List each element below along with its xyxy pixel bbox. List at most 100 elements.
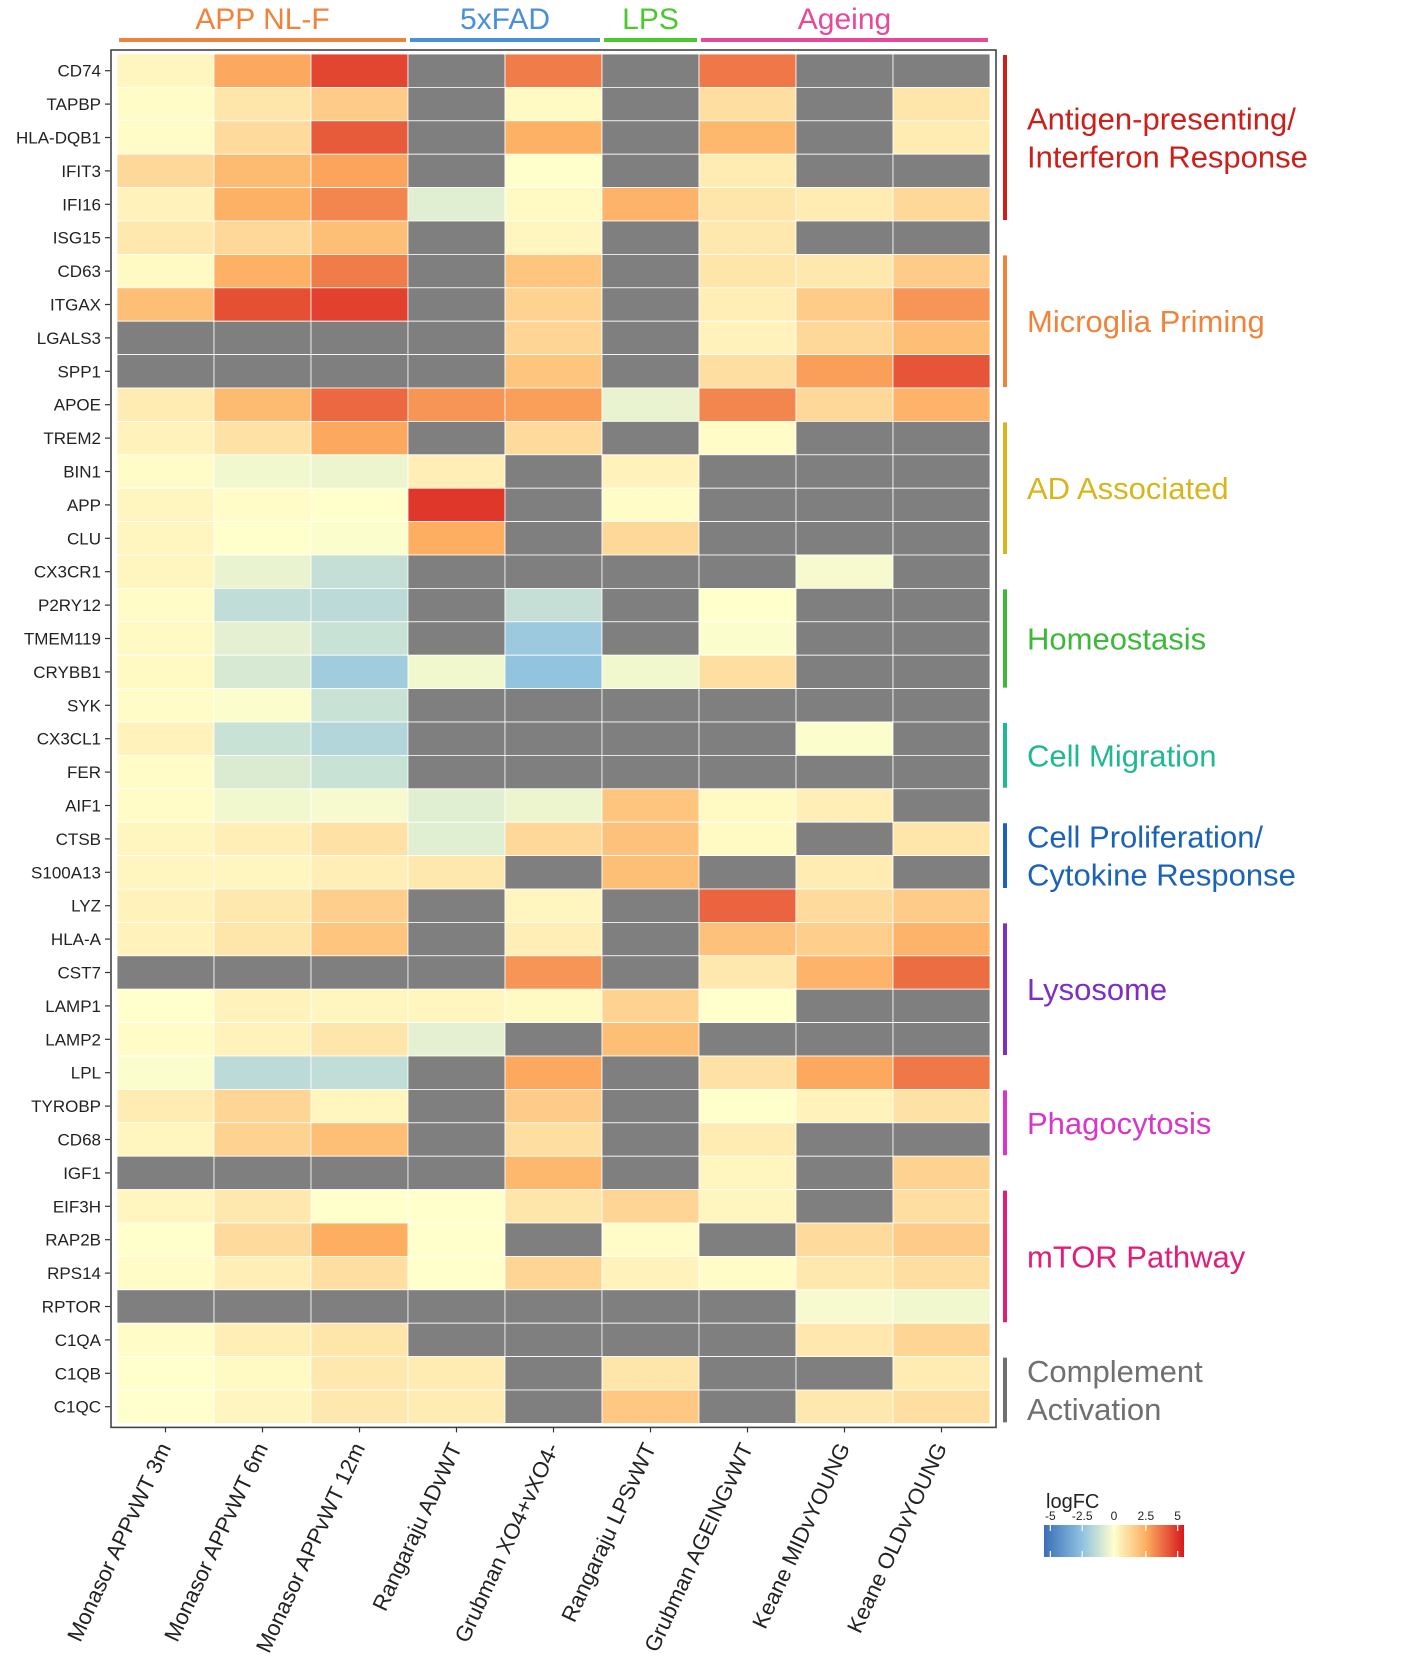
cell-lpl-col1 bbox=[116, 1055, 215, 1090]
cell-lamp1-col7 bbox=[698, 988, 797, 1024]
cell-hla-dqb1-col7 bbox=[698, 120, 797, 155]
legend-tick-label: 5 bbox=[1174, 1509, 1181, 1523]
cell-igf1-col8 bbox=[795, 1155, 894, 1190]
cell-tapbp-col7 bbox=[698, 87, 797, 122]
cell-tapbp-col1 bbox=[116, 87, 215, 122]
cell-lamp1-col4 bbox=[407, 988, 506, 1024]
cell-lpl-col7 bbox=[698, 1055, 797, 1090]
row-label-c1qc: C1QC bbox=[54, 1398, 101, 1417]
cell-trem2-col4 bbox=[407, 420, 506, 456]
row-label-app: APP bbox=[67, 496, 101, 515]
cell-s100a13-col8 bbox=[795, 855, 894, 890]
cell-s100a13-col6 bbox=[601, 855, 700, 890]
cell-hla-a-col3 bbox=[310, 922, 409, 957]
cell-spp1-col9 bbox=[892, 354, 991, 389]
cell-lgals3-col7 bbox=[698, 320, 797, 356]
cell-cd68-col7 bbox=[698, 1122, 797, 1157]
cell-tyrobp-col6 bbox=[601, 1089, 700, 1124]
cell-igf1-col9 bbox=[892, 1155, 991, 1190]
cell-rap2b-col7 bbox=[698, 1222, 797, 1257]
cell-apoe-col3 bbox=[310, 387, 409, 422]
cell-bin1-col7 bbox=[698, 454, 797, 489]
cell-fer-col7 bbox=[698, 755, 797, 790]
cell-ctsb-col5 bbox=[504, 821, 603, 857]
column-label-monasor-appvwt-12m: Monasor APPvWT 12m bbox=[251, 1439, 370, 1656]
cell-lgals3-col9 bbox=[892, 320, 991, 356]
cell-rap2b-col3 bbox=[310, 1222, 409, 1257]
column-label-rangaraju-advwt: Rangaraju ADvWT bbox=[367, 1439, 467, 1615]
cell-eif3h-col1 bbox=[116, 1189, 215, 1224]
cell-eif3h-col4 bbox=[407, 1189, 506, 1224]
row-label-cd74: CD74 bbox=[58, 62, 101, 81]
cell-cd63-col1 bbox=[116, 253, 215, 289]
column-label-rangaraju-lpsvwt: Rangaraju LPSvWT bbox=[556, 1439, 661, 1626]
row-label-lamp2: LAMP2 bbox=[45, 1030, 101, 1049]
cell-cx3cr1-col9 bbox=[892, 554, 991, 589]
cell-igf1-col7 bbox=[698, 1155, 797, 1190]
cell-bin1-col8 bbox=[795, 454, 894, 489]
cell-ifi16-col2 bbox=[213, 187, 312, 222]
cell-lamp2-col4 bbox=[407, 1022, 506, 1057]
cell-itgax-col1 bbox=[116, 287, 215, 322]
cell-cd63-col6 bbox=[601, 253, 700, 289]
cell-cd74-col3 bbox=[310, 53, 409, 88]
cell-aif1-col1 bbox=[116, 788, 215, 823]
row-label-trem2: TREM2 bbox=[43, 429, 101, 448]
cell-crybb1-col6 bbox=[601, 654, 700, 690]
cell-itgax-col4 bbox=[407, 287, 506, 322]
cell-crybb1-col4 bbox=[407, 654, 506, 690]
cell-ctsb-col3 bbox=[310, 821, 409, 857]
cell-ctsb-col6 bbox=[601, 821, 700, 857]
cell-c1qa-col2 bbox=[213, 1322, 312, 1357]
cell-rptor-col6 bbox=[601, 1289, 700, 1324]
cell-cx3cl1-col9 bbox=[892, 721, 991, 756]
cell-rap2b-col4 bbox=[407, 1222, 506, 1257]
cell-cd63-col5 bbox=[504, 253, 603, 289]
cell-cx3cl1-col7 bbox=[698, 721, 797, 756]
cell-itgax-col5 bbox=[504, 287, 603, 322]
cell-crybb1-col2 bbox=[213, 654, 312, 690]
cell-lpl-col5 bbox=[504, 1055, 603, 1090]
cell-itgax-col8 bbox=[795, 287, 894, 322]
cell-lpl-col9 bbox=[892, 1055, 991, 1090]
cell-p2ry12-col2 bbox=[213, 588, 312, 623]
cell-tmem119-col7 bbox=[698, 621, 797, 656]
cell-cd63-col4 bbox=[407, 253, 506, 289]
cell-aif1-col2 bbox=[213, 788, 312, 823]
cell-isg15-col2 bbox=[213, 220, 312, 255]
cell-c1qa-col3 bbox=[310, 1322, 409, 1357]
cell-tyrobp-col2 bbox=[213, 1089, 312, 1124]
cell-cst7-col9 bbox=[892, 955, 991, 990]
cell-tmem119-col2 bbox=[213, 621, 312, 656]
cell-app-col3 bbox=[310, 487, 409, 523]
cell-hla-dqb1-col2 bbox=[213, 120, 312, 155]
cell-cx3cl1-col4 bbox=[407, 721, 506, 756]
row-label-ifi16: IFI16 bbox=[62, 195, 101, 214]
cell-trem2-col2 bbox=[213, 420, 312, 456]
cell-cd74-col2 bbox=[213, 53, 312, 88]
cell-lamp1-col2 bbox=[213, 988, 312, 1024]
cell-cst7-col3 bbox=[310, 955, 409, 990]
cell-s100a13-col4 bbox=[407, 855, 506, 890]
cell-rps14-col2 bbox=[213, 1256, 312, 1291]
row-label-clu: CLU bbox=[67, 529, 101, 548]
cell-hla-a-col4 bbox=[407, 922, 506, 957]
cell-tyrobp-col5 bbox=[504, 1089, 603, 1124]
cell-s100a13-col2 bbox=[213, 855, 312, 890]
cell-ifit3-col8 bbox=[795, 153, 894, 188]
cell-lamp2-col8 bbox=[795, 1022, 894, 1057]
cell-cd68-col2 bbox=[213, 1122, 312, 1157]
category-label-complement: Complement bbox=[1027, 1354, 1203, 1389]
row-label-ctsb: CTSB bbox=[56, 830, 101, 849]
cell-crybb1-col1 bbox=[116, 654, 215, 690]
cell-lpl-col3 bbox=[310, 1055, 409, 1090]
cell-igf1-col3 bbox=[310, 1155, 409, 1190]
cell-rptor-col5 bbox=[504, 1289, 603, 1324]
cell-cx3cr1-col3 bbox=[310, 554, 409, 589]
cell-aif1-col9 bbox=[892, 788, 991, 823]
cell-trem2-col3 bbox=[310, 420, 409, 456]
cell-c1qa-col6 bbox=[601, 1322, 700, 1357]
cell-apoe-col1 bbox=[116, 387, 215, 422]
category-label-cell-proliferation: Cell Proliferation/ bbox=[1027, 820, 1263, 855]
cell-rap2b-col9 bbox=[892, 1222, 991, 1257]
